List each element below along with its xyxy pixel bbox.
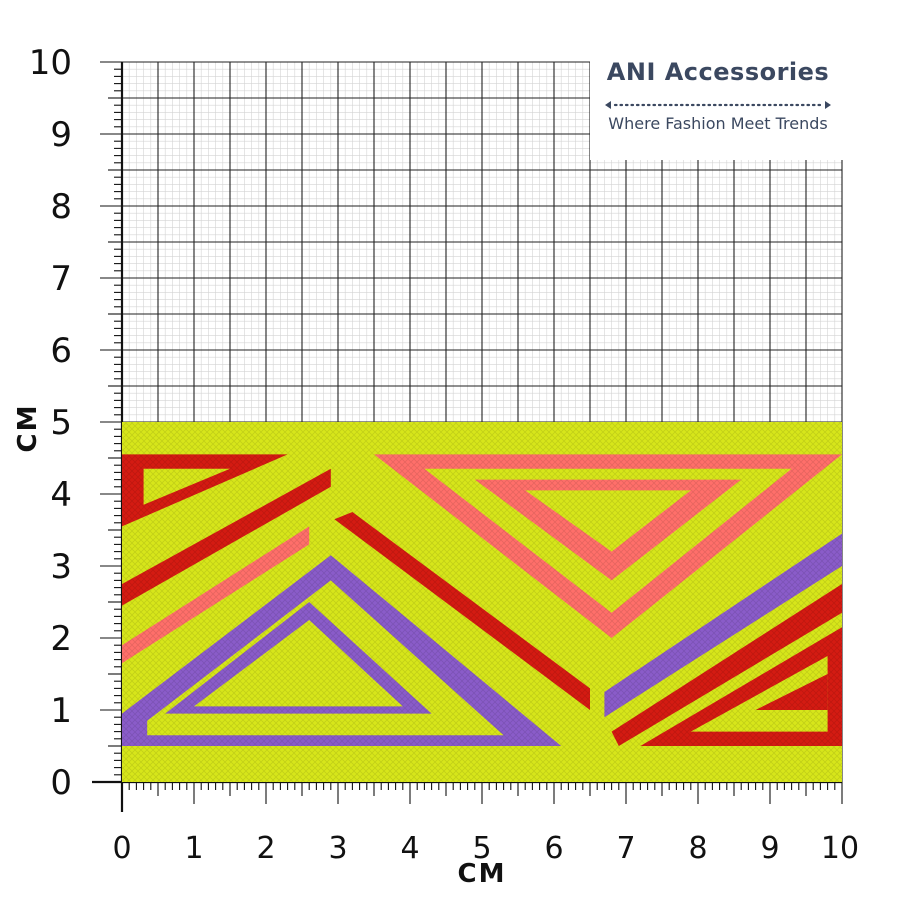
y-tick-label: 10 <box>29 43 72 83</box>
axis-ruler-ticks <box>100 61 843 804</box>
brand-divider <box>603 96 833 109</box>
y-tick-label: 3 <box>50 547 72 587</box>
y-tick-label: 0 <box>50 763 72 803</box>
x-axis-tick-labels: 0 1 2 3 4 5 6 7 8 9 10 <box>112 831 859 866</box>
x-tick-label: 3 <box>328 831 347 866</box>
fabric-swatch <box>122 422 842 782</box>
x-axis-unit-label: CM <box>458 859 507 889</box>
brand-tagline: Where Fashion Meet Trends <box>608 114 828 133</box>
y-tick-label: 8 <box>50 187 72 227</box>
y-axis-unit-label: CM <box>13 404 43 453</box>
x-tick-label: 6 <box>544 831 563 866</box>
knit-texture <box>122 422 842 782</box>
y-tick-label: 9 <box>50 115 72 155</box>
brand-name: ANI Accessories <box>606 58 830 86</box>
x-tick-label: 5 <box>472 831 491 866</box>
brand-logo: ANI Accessories Where Fashion Meet Trend… <box>590 48 846 160</box>
y-tick-label: 6 <box>50 331 72 371</box>
x-tick-label: 4 <box>400 831 419 866</box>
x-tick-label: 10 <box>821 831 859 866</box>
y-tick-label: 5 <box>50 403 72 443</box>
y-tick-label: 2 <box>50 619 72 659</box>
x-tick-label: 1 <box>184 831 203 866</box>
y-tick-label: 4 <box>50 475 72 515</box>
x-tick-label: 0 <box>112 831 131 866</box>
y-tick-label: 7 <box>50 259 72 299</box>
y-tick-label: 1 <box>50 691 72 731</box>
x-tick-label: 7 <box>616 831 635 866</box>
x-tick-label: 9 <box>760 831 779 866</box>
x-tick-label: 2 <box>256 831 275 866</box>
y-axis-tick-labels: 0 1 2 3 4 5 6 7 8 9 10 <box>29 43 72 803</box>
x-tick-label: 8 <box>688 831 707 866</box>
